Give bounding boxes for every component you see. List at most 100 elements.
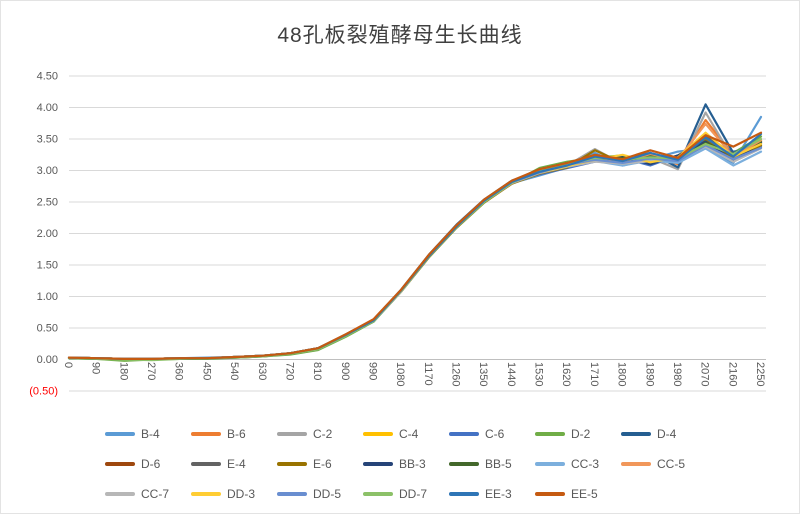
legend-item-C-2: C-2 <box>277 427 363 441</box>
series-line-DD-7 <box>67 137 763 362</box>
x-axis-label: 180 <box>117 362 129 380</box>
legend-item-D-4: D-4 <box>621 427 707 441</box>
legend-label: BB-3 <box>399 457 426 471</box>
y-axis-label: (0.50) <box>29 386 58 398</box>
legend-label: B-4 <box>141 427 160 441</box>
legend-swatch-B-4 <box>105 432 135 436</box>
legend-swatch-CC-3 <box>535 462 565 466</box>
legend-swatch-C-2 <box>277 432 307 436</box>
legend-row: CC-7 DD-3 DD-5 DD-7 EE-3 EE-5 <box>1 479 799 509</box>
legend-label: C-2 <box>313 427 333 441</box>
x-axis-label: 270 <box>145 362 157 380</box>
series-line-BB-3 <box>67 140 763 360</box>
series-line-BB-5 <box>67 140 763 360</box>
y-axis-label: 3.50 <box>37 134 58 146</box>
x-axis-label: 90 <box>90 362 102 374</box>
legend-item-CC-7: CC-7 <box>105 487 191 501</box>
series-line-DD-5 <box>67 144 763 360</box>
legend-item-DD-5: DD-5 <box>277 487 363 501</box>
series-line-C-2 <box>67 111 763 360</box>
x-axis-label: 1350 <box>477 362 489 386</box>
legend-label: EE-5 <box>571 487 598 501</box>
legend-label: D-2 <box>571 427 591 441</box>
legend-swatch-CC-5 <box>621 462 651 466</box>
legend-item-B-6: B-6 <box>191 427 277 441</box>
x-axis-label: 1620 <box>560 362 572 386</box>
legend-label: E-4 <box>227 457 246 471</box>
legend-label: EE-3 <box>485 487 512 501</box>
x-axis-label: 630 <box>256 362 268 380</box>
legend-item-CC-3: CC-3 <box>535 457 621 471</box>
legend-swatch-E-4 <box>191 462 221 466</box>
legend-label: D-4 <box>657 427 677 441</box>
legend-swatch-EE-3 <box>449 492 479 496</box>
legend-label: C-6 <box>485 427 505 441</box>
legend-label: DD-7 <box>399 487 428 501</box>
y-axis-label: 2.50 <box>37 197 58 209</box>
series-line-CC-3 <box>67 147 763 360</box>
legend-swatch-DD-5 <box>277 492 307 496</box>
legend-swatch-C-6 <box>449 432 479 436</box>
legend-row: B-4 B-6 C-2 C-4 C-6 D-2 D-4 <box>1 419 799 449</box>
x-axis-label: 900 <box>339 362 351 380</box>
y-axis-label: 1.00 <box>37 291 58 303</box>
legend-swatch-D-2 <box>535 432 565 436</box>
legend-item-C-6: C-6 <box>449 427 535 441</box>
legend-swatch-BB-3 <box>363 462 393 466</box>
series-line-D-4 <box>67 103 763 360</box>
legend-swatch-D-4 <box>621 432 651 436</box>
legend-item-B-4: B-4 <box>105 427 191 441</box>
series-line-E-6 <box>67 139 763 360</box>
y-axis-label: 4.00 <box>37 102 58 114</box>
y-axis-label: 1.50 <box>37 260 58 272</box>
series-line-EE-5 <box>67 131 763 360</box>
legend-item-E-4: E-4 <box>191 457 277 471</box>
legend-label: D-6 <box>141 457 161 471</box>
legend-item-D-6: D-6 <box>105 457 191 471</box>
x-axis-label: 0 <box>62 362 74 368</box>
x-axis-label: 2250 <box>754 362 766 386</box>
legend-label: C-4 <box>399 427 419 441</box>
series-line-CC-7 <box>67 145 763 360</box>
series-line-D-6 <box>67 142 763 360</box>
legend-item-BB-5: BB-5 <box>449 457 535 471</box>
legend-label: DD-3 <box>227 487 256 501</box>
series-line-DD-3 <box>67 131 763 360</box>
legend-swatch-D-6 <box>105 462 135 466</box>
y-axis-label: 0.50 <box>37 323 58 335</box>
legend-swatch-E-6 <box>277 462 307 466</box>
series-line-E-4 <box>67 134 763 360</box>
legend-swatch-B-6 <box>191 432 221 436</box>
legend-label: E-6 <box>313 457 332 471</box>
legend-swatch-DD-7 <box>363 492 393 496</box>
x-axis-label: 1440 <box>505 362 517 386</box>
x-axis-label: 360 <box>173 362 185 380</box>
x-axis-label: 450 <box>200 362 212 380</box>
x-axis-label: 720 <box>283 362 295 380</box>
x-axis-label: 2160 <box>726 362 738 386</box>
legend-label: CC-3 <box>571 457 600 471</box>
x-axis-label: 2070 <box>699 362 711 386</box>
x-axis-label: 1530 <box>533 362 545 386</box>
legend-label: DD-5 <box>313 487 342 501</box>
x-axis-label: 1800 <box>616 362 628 386</box>
series-line-C-4 <box>67 137 763 360</box>
legend-swatch-BB-5 <box>449 462 479 466</box>
x-axis-label: 1170 <box>422 362 434 386</box>
legend-label: BB-5 <box>485 457 512 471</box>
x-axis-label: 1710 <box>588 362 600 386</box>
legend-item-E-6: E-6 <box>277 457 363 471</box>
chart-title: 48孔板裂殖酵母生长曲线 <box>277 24 523 47</box>
legend-item-C-4: C-4 <box>363 427 449 441</box>
x-axis-label: 1890 <box>643 362 655 386</box>
legend-label: CC-7 <box>141 487 170 501</box>
legend-item-BB-3: BB-3 <box>363 457 449 471</box>
y-axis-label: 4.50 <box>37 71 58 83</box>
y-axis-label: 0.00 <box>37 354 58 366</box>
x-axis-label: 540 <box>228 362 240 380</box>
y-axis-label: 2.00 <box>37 228 58 240</box>
x-axis-label: 810 <box>311 362 323 380</box>
x-axis-label: 990 <box>366 362 378 380</box>
x-axis-label: 1080 <box>394 362 406 386</box>
